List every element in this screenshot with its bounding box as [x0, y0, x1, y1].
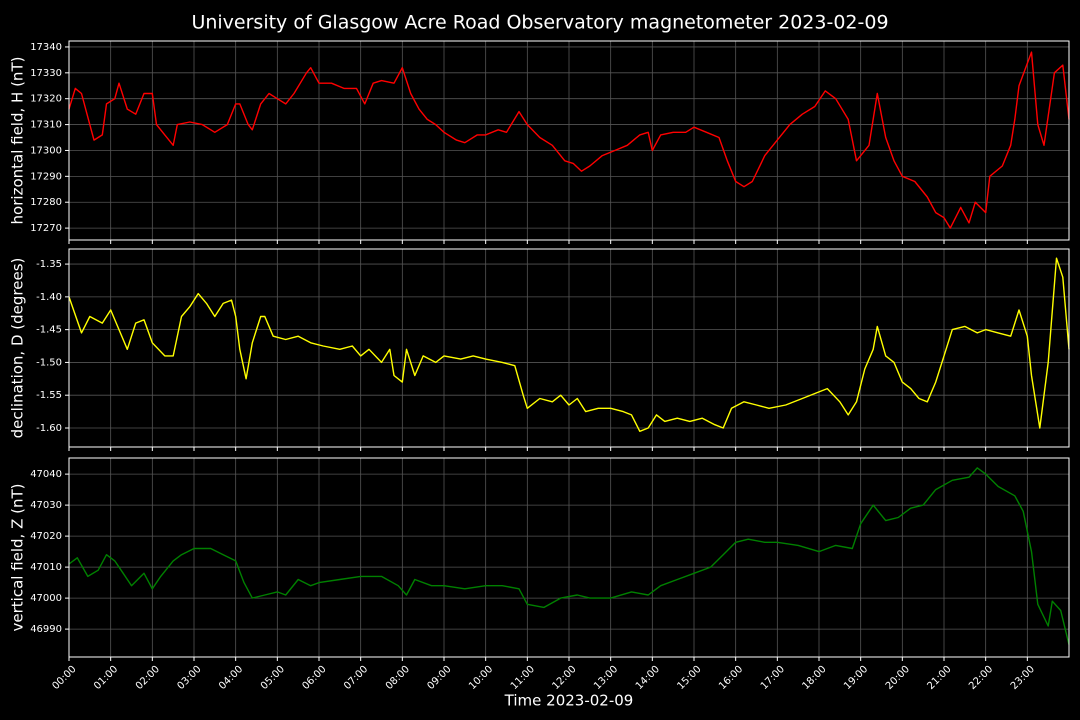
y-tick-label: -1.50: [36, 357, 62, 368]
y-axis-label: horizontal field, H (nT): [9, 57, 27, 225]
y-axis-label: vertical field, Z (nT): [9, 483, 27, 631]
y-tick-label: -1.60: [36, 423, 62, 434]
y-tick-label: 17340: [30, 42, 62, 53]
y-tick-label: -1.35: [36, 259, 62, 270]
y-tick-label: 17280: [30, 197, 62, 208]
y-tick-label: -1.40: [36, 292, 62, 303]
y-tick-label: 17320: [30, 94, 62, 105]
y-tick-label: 17310: [30, 120, 62, 131]
y-tick-label: -1.45: [36, 325, 62, 336]
data-line: [68, 467, 1070, 645]
y-tick-label: -1.55: [36, 390, 62, 401]
x-axis-label: Time 2023-02-09: [504, 692, 634, 710]
y-tick-label: 46990: [30, 624, 62, 635]
plot-frame: [68, 248, 1070, 448]
plot-frame: [68, 40, 1070, 241]
y-tick-label: 47010: [30, 562, 62, 573]
y-tick-label: 47030: [30, 500, 62, 511]
data-line: [68, 257, 1070, 432]
y-axis-label: declination, D (degrees): [9, 258, 27, 439]
y-tick-label: 47020: [30, 531, 62, 542]
y-tick-label: 47000: [30, 593, 62, 604]
y-tick-label: 17290: [30, 171, 62, 182]
y-tick-label: 17330: [30, 68, 62, 79]
figure-title: University of Glasgow Acre Road Observat…: [191, 12, 888, 34]
y-tick-label: 17300: [30, 145, 62, 156]
plot-frame: [68, 457, 1070, 658]
y-tick-label: 17270: [30, 223, 62, 234]
data-line: [68, 51, 1070, 229]
y-tick-label: 47040: [30, 469, 62, 480]
